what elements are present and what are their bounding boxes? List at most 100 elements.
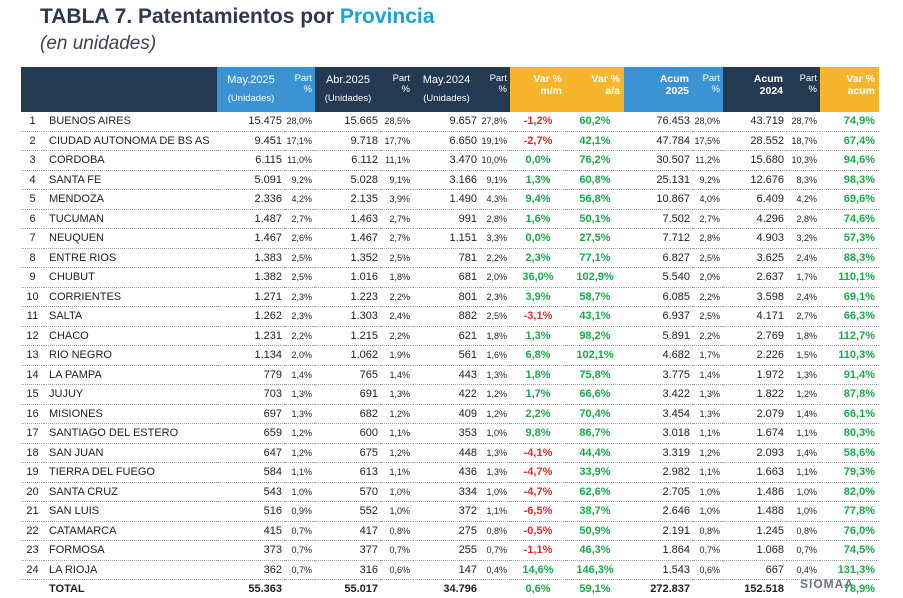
- cell-abr25: 15.665: [315, 112, 381, 131]
- cell-name: MISIONES: [44, 404, 217, 424]
- cell-p1: 0,7%: [285, 541, 315, 561]
- cell-p2: 17,7%: [381, 131, 413, 151]
- cell-aa: 98,2%: [566, 326, 624, 346]
- cell-p5: 2,4%: [787, 287, 820, 307]
- cell-may24: 621: [413, 326, 480, 346]
- cell-ac24: 1.488: [723, 502, 787, 522]
- cell-p4: 0,7%: [693, 541, 723, 561]
- cell-n: 14: [21, 365, 44, 385]
- cell-n: 11: [21, 307, 44, 327]
- cell-vac: 98,3%: [820, 170, 879, 190]
- cell-ac25: 3.422: [624, 385, 693, 405]
- cell-p4: 1,1%: [693, 424, 723, 444]
- cell-n: 22: [21, 521, 44, 541]
- cell-mm: 14,6%: [510, 560, 566, 580]
- cell-mm: -1,1%: [510, 541, 566, 561]
- cell-may24: 409: [413, 404, 480, 424]
- cell-aa: 43,1%: [566, 307, 624, 327]
- cell-name: SAN JUAN: [44, 443, 217, 463]
- cell-vac: 94,6%: [820, 151, 879, 171]
- cell-p3: 3,3%: [480, 229, 510, 249]
- cell-p2: 2,2%: [381, 326, 413, 346]
- cell-p4: 2,2%: [693, 287, 723, 307]
- cell-may24: 1.490: [413, 190, 480, 210]
- cell-ac25: 25.131: [624, 170, 693, 190]
- cell-may24: 372: [413, 502, 480, 522]
- cell-p3: 1,1%: [480, 502, 510, 522]
- cell-may24: 882: [413, 307, 480, 327]
- cell-may25: 1.271: [217, 287, 285, 307]
- cell-p5: 1,1%: [787, 463, 820, 483]
- cell-may24: 334: [413, 482, 480, 502]
- cell-abr25: 691: [315, 385, 381, 405]
- cell-p1: 11,0%: [285, 151, 315, 171]
- cell-p1: 1,4%: [285, 365, 315, 385]
- cell-vac: 74,9%: [820, 112, 879, 131]
- cell-p2: 2,5%: [381, 248, 413, 268]
- cell-name: SANTA CRUZ: [44, 482, 217, 502]
- cell-may25: 1.467: [217, 229, 285, 249]
- cell-may24: 991: [413, 209, 480, 229]
- cell-may24: 681: [413, 268, 480, 288]
- cell-ac25: 5.891: [624, 326, 693, 346]
- cell-name: CHUBUT: [44, 268, 217, 288]
- cell-may24: 436: [413, 463, 480, 483]
- cell-ac24: 12.676: [723, 170, 787, 190]
- cell-p4: 28,0%: [693, 112, 723, 131]
- cell-p4: 2,0%: [693, 268, 723, 288]
- cell-p2: 28,5%: [381, 112, 413, 131]
- cell-p4: 9,2%: [693, 170, 723, 190]
- cell-may25: 362: [217, 560, 285, 580]
- cell-aa: 66,6%: [566, 385, 624, 405]
- cell-ac24: 3.598: [723, 287, 787, 307]
- cell-may25: 703: [217, 385, 285, 405]
- cell-p1: 2,3%: [285, 307, 315, 327]
- cell-aa: 62,6%: [566, 482, 624, 502]
- cell-abr25: 316: [315, 560, 381, 580]
- cell-p3: 2,5%: [480, 307, 510, 327]
- cell-ac24: 3.625: [723, 248, 787, 268]
- header-var-aa: Var %a/a: [566, 67, 624, 112]
- header-part-3: Part%: [480, 67, 510, 112]
- cell-p4: 2,5%: [693, 307, 723, 327]
- cell-ac24: 2.079: [723, 404, 787, 424]
- cell-p2: 1,4%: [381, 365, 413, 385]
- cell-n: 17: [21, 424, 44, 444]
- cell-aa: 102,9%: [566, 268, 624, 288]
- cell-abr25: 675: [315, 443, 381, 463]
- cell-p2: 1,0%: [381, 502, 413, 522]
- cell-p2: 1,0%: [381, 482, 413, 502]
- cell-aa: 76,2%: [566, 151, 624, 171]
- cell-mm: -1,2%: [510, 112, 566, 131]
- cell-may25: 1.231: [217, 326, 285, 346]
- cell-mm: 1,3%: [510, 170, 566, 190]
- cell-ac25: 3.775: [624, 365, 693, 385]
- cell-may24: 561: [413, 346, 480, 366]
- cell-may24: 422: [413, 385, 480, 405]
- cell-mm: 0,0%: [510, 229, 566, 249]
- header-blank: [21, 67, 217, 112]
- cell-p4: 1,0%: [693, 482, 723, 502]
- cell-may24: 1.151: [413, 229, 480, 249]
- cell-n: 2: [21, 131, 44, 151]
- cell-n: 4: [21, 170, 44, 190]
- cell-n: 3: [21, 151, 44, 171]
- cell-may24: 147: [413, 560, 480, 580]
- table-title: TABLA 7. Patentamientos por Provincia: [40, 5, 434, 29]
- cell-abr25: 2.135: [315, 190, 381, 210]
- cell-ac25: 6.085: [624, 287, 693, 307]
- cell-abr25: 1.303: [315, 307, 381, 327]
- cell-p4: 1,4%: [693, 365, 723, 385]
- cell-p2: 1,2%: [381, 404, 413, 424]
- cell-p3: 27,8%: [480, 112, 510, 131]
- cell-p4: 17,5%: [693, 131, 723, 151]
- cell-may25: 2.336: [217, 190, 285, 210]
- header-part-4: Part%: [693, 67, 723, 112]
